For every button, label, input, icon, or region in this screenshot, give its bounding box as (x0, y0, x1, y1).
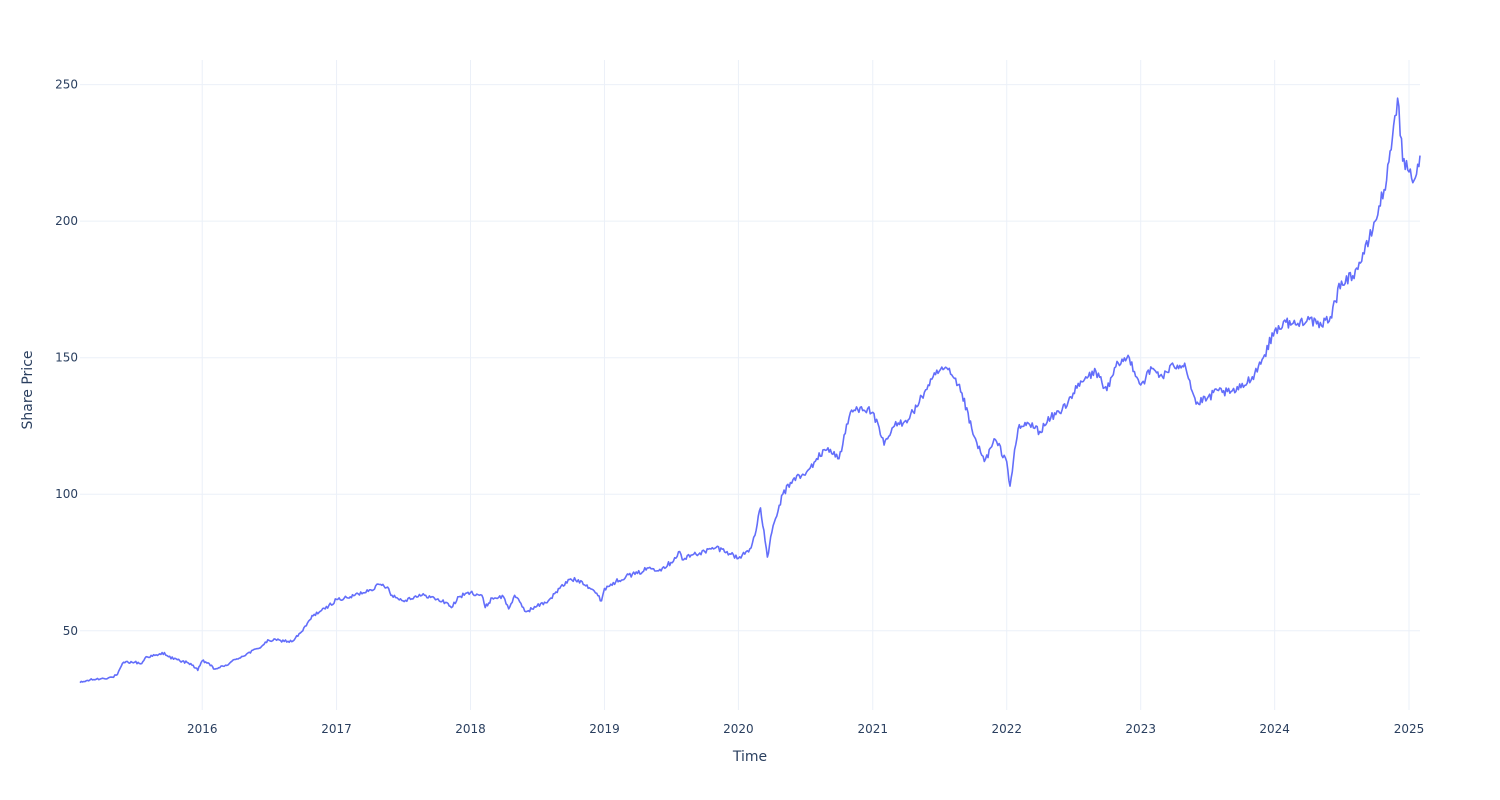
share-price-line (79, 97, 1421, 684)
y-tick-label: 200 (55, 214, 78, 228)
y-tick-label: 100 (55, 487, 78, 501)
x-tick-label: 2018 (455, 722, 486, 736)
y-tick-label: 150 (55, 351, 78, 365)
y-axis-title: Share Price (20, 350, 36, 429)
x-tick-label: 2025 (1394, 722, 1425, 736)
vertical-gridlines (201, 60, 1410, 710)
y-tick-label: 50 (63, 624, 78, 638)
y-axis-tick-labels: 50 100 150 200 250 (55, 78, 78, 638)
x-tick-label: 2024 (1259, 722, 1290, 736)
x-axis-tick-labels: 2016 2017 2018 2019 2020 2021 2022 2023 2024 2025 (187, 722, 1424, 736)
x-tick-label: 2022 (991, 722, 1022, 736)
x-axis-title: Time (732, 749, 767, 765)
x-tick-label: 2023 (1125, 722, 1156, 736)
x-tick-label: 2020 (723, 722, 754, 736)
x-tick-label: 2021 (857, 722, 888, 736)
series-layer (79, 97, 1421, 684)
y-tick-label: 250 (55, 78, 78, 92)
x-tick-label: 2016 (187, 722, 218, 736)
x-tick-label: 2019 (589, 722, 620, 736)
x-tick-label: 2017 (321, 722, 352, 736)
